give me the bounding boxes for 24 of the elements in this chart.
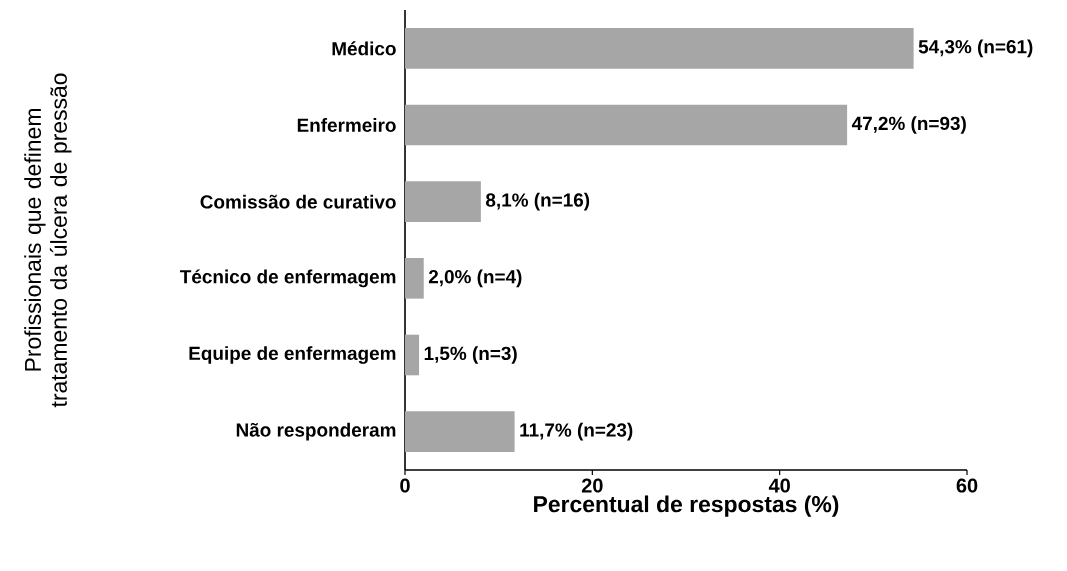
bar xyxy=(405,28,914,69)
y-tick-label: Enfermeiro xyxy=(297,118,396,132)
y-tick-label: Técnico de enfermagem xyxy=(180,269,396,288)
bar xyxy=(405,104,848,146)
x-tick-label: 40 xyxy=(768,478,790,493)
y-tick-label: Comissão de curativo xyxy=(200,194,396,209)
bar xyxy=(405,181,481,222)
x-tick-label: 0 xyxy=(400,478,410,493)
data-label: 47,2% (n=93) xyxy=(851,116,966,134)
data-label: 54,3% (n=61) xyxy=(918,39,1033,58)
bar xyxy=(405,411,515,452)
y-tick-label: Equipe de enfermagem xyxy=(189,346,396,364)
data-label: 11,7% (n=23) xyxy=(520,422,633,441)
bar xyxy=(405,258,424,299)
data-label: 1,5% (n=3) xyxy=(424,346,517,364)
y-tick-label: Médico xyxy=(332,41,396,56)
x-tick-label: 20 xyxy=(581,478,603,493)
x-axis-title: Percentual de respostas (%) xyxy=(534,495,839,517)
bar xyxy=(405,334,420,376)
y-tick-label: Não responderam xyxy=(236,422,396,441)
data-label: 8,1% (n=16) xyxy=(485,192,590,211)
x-tick-label: 60 xyxy=(956,478,978,493)
data-label: 2,0% (n=4) xyxy=(428,269,522,288)
y-axis-title: Profissionais que definem tratamento da úlcera de pressão xyxy=(24,73,72,408)
